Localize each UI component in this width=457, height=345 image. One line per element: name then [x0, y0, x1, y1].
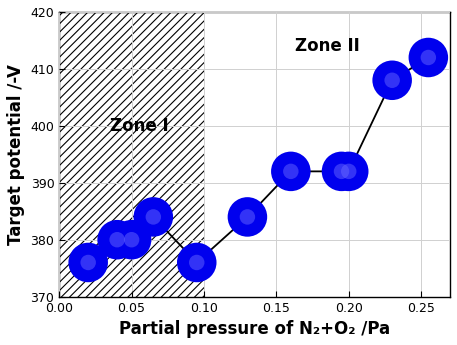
Point	[193, 260, 201, 265]
Point	[193, 260, 201, 265]
Point	[338, 169, 345, 174]
Point	[244, 214, 251, 220]
Point	[425, 55, 432, 60]
Point	[244, 214, 251, 220]
Point	[345, 169, 352, 174]
Point	[388, 78, 396, 83]
Point	[345, 169, 352, 174]
X-axis label: Partial pressure of N₂+O₂ /Pa: Partial pressure of N₂+O₂ /Pa	[119, 320, 390, 338]
Point	[128, 237, 135, 243]
Point	[425, 55, 432, 60]
Point	[128, 237, 135, 243]
Y-axis label: Target potential /-V: Target potential /-V	[7, 64, 25, 245]
Bar	[59, 12, 204, 297]
Point	[85, 260, 92, 265]
Point	[85, 260, 92, 265]
Point	[113, 237, 121, 243]
Point	[338, 169, 345, 174]
Point	[388, 78, 396, 83]
Text: Zone I: Zone I	[110, 117, 168, 135]
Text: Zone II: Zone II	[295, 37, 359, 55]
Point	[149, 214, 157, 220]
Point	[287, 169, 294, 174]
Point	[113, 237, 121, 243]
Point	[149, 214, 157, 220]
Point	[287, 169, 294, 174]
